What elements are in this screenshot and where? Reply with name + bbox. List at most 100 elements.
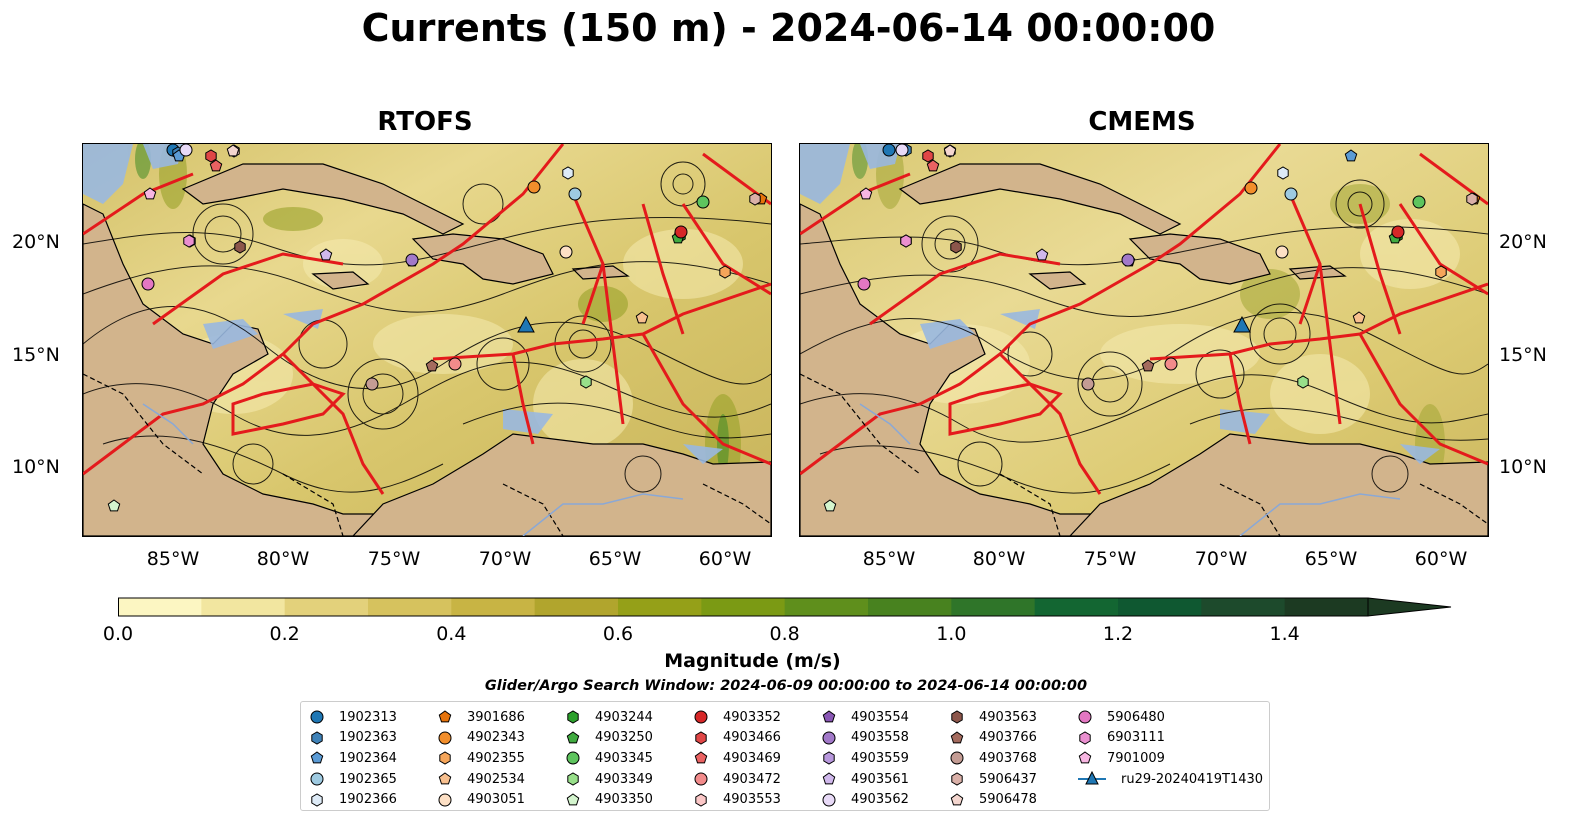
legend-label: 4903766 [979, 730, 1037, 746]
legend-marker-icon [567, 772, 579, 786]
legend-label: 4902355 [467, 750, 525, 766]
legend-item: 4903349 [565, 769, 693, 790]
legend-marker-icon [950, 751, 964, 765]
legend-marker-icon [951, 772, 963, 786]
legend-label: ru29-20240419T1430 [1121, 771, 1264, 787]
legend-item: 4903554 [821, 707, 949, 728]
lat-label-10n-right: 10°N [1499, 456, 1547, 478]
lat-label-15n-right: 15°N [1499, 344, 1547, 366]
colorbar-segment [784, 598, 869, 616]
legend-item: 4903553 [693, 789, 821, 810]
figure-title: Currents (150 m) - 2024-06-14 00:00:00 [361, 6, 1216, 50]
legend-item: 4903352 [693, 707, 821, 728]
legend-marker-icon [695, 731, 707, 745]
lon-label-80w-right: 80°W [972, 548, 1026, 570]
legend-label: 4903553 [723, 792, 781, 808]
legend-item: 4903466 [693, 728, 821, 749]
legend-marker-icon [439, 751, 451, 766]
colorbar-tick-label: 0.0 [102, 623, 134, 645]
colorbar-segment [868, 598, 952, 616]
legend-label: 7901009 [1107, 750, 1165, 766]
map-panel-cmems[interactable] [799, 143, 1489, 537]
colorbar-tick-label: 0.4 [436, 623, 467, 645]
map-title-cmems: CMEMS [1088, 107, 1196, 137]
legend-label: 1902364 [339, 750, 397, 766]
colorbar-label: Magnitude (m/s) [664, 650, 841, 672]
legend-marker-icon [1079, 731, 1091, 745]
colorbar-tick-label: 0.6 [602, 623, 634, 645]
legend-item: 4903563 [949, 707, 1077, 728]
colorbar-segment [701, 598, 786, 616]
colorbar-tick-label: 0.2 [269, 623, 300, 645]
colorbar-segment [284, 598, 369, 616]
legend-marker-icon [823, 751, 835, 766]
float-legend: 1902313 1902363 1902364 1902365 1902366 39016… [300, 701, 1270, 811]
legend-label: 4903472 [723, 771, 781, 787]
lon-label-70w-left: 70°W [478, 548, 532, 570]
legend-marker-icon [822, 731, 836, 745]
legend-item: 7901009 [1077, 748, 1247, 769]
legend-item: 3901686 [437, 707, 565, 728]
lat-label-20n-right: 20°N [1499, 231, 1547, 253]
legend-label: 4903250 [595, 730, 653, 746]
legend-marker-icon [695, 793, 707, 807]
colorbar-tick-label: 0.8 [769, 623, 800, 645]
legend-item: 4902343 [437, 728, 565, 749]
map-rtofs [83, 144, 771, 536]
legend-label: 4903244 [595, 709, 653, 725]
legend-label: 4903350 [595, 792, 653, 808]
colorbar-extend-arrow [1367, 597, 1452, 617]
legend-label: 1902365 [339, 771, 397, 787]
legend-label: 4902343 [467, 730, 525, 746]
map-cmems [800, 144, 1488, 536]
legend-item: 4903768 [949, 748, 1077, 769]
legend-label: 4903558 [851, 730, 909, 746]
colorbar-segment [201, 598, 286, 616]
legend-marker-icon [1078, 710, 1092, 724]
legend-marker-icon [694, 710, 708, 724]
lat-label-20n-left: 20°N [12, 231, 60, 253]
legend-marker-icon [951, 710, 963, 724]
legend-marker-icon [310, 772, 324, 786]
legend-label: 4903561 [851, 771, 909, 787]
legend-marker-icon [438, 772, 452, 785]
legend-marker-icon [566, 751, 580, 765]
legend-item: ru29-20240419T1430 [1077, 769, 1263, 790]
map-title-rtofs: RTOFS [377, 107, 473, 137]
legend-item: 4902534 [437, 769, 565, 790]
legend-label: 4903466 [723, 730, 781, 746]
legend-item: 5906480 [1077, 707, 1247, 728]
legend-marker-icon [311, 731, 323, 745]
legend-item: 4903558 [821, 728, 949, 749]
colorbar-tick-label: 1.0 [936, 623, 967, 645]
legend-marker-icon [438, 793, 452, 807]
legend-label: 4903469 [723, 750, 781, 766]
lon-label-85w-left: 85°W [146, 548, 200, 570]
lon-label-75w-left: 75°W [367, 548, 421, 570]
legend-label: 4903554 [851, 709, 909, 725]
legend-item: 1902366 [309, 789, 437, 810]
lat-label-15n-left: 15°N [12, 344, 60, 366]
legend-label: 5906437 [979, 771, 1037, 787]
legend-marker-icon [1078, 751, 1092, 764]
colorbar-segment [1284, 598, 1369, 616]
legend-item: 1902364 [309, 748, 437, 769]
colorbar [118, 597, 1452, 617]
colorbar-segment [1118, 598, 1202, 616]
legend-marker-icon [438, 731, 452, 745]
legend-marker-icon [694, 772, 708, 786]
legend-marker-icon [566, 793, 580, 806]
legend-item: 4903345 [565, 748, 693, 769]
lon-label-85w-right: 85°W [862, 548, 916, 570]
colorbar-segment [1201, 598, 1286, 616]
legend-item: 4903561 [821, 769, 949, 790]
legend-marker-icon [438, 710, 452, 723]
legend-label: 4903051 [467, 792, 525, 808]
legend-label: 1902366 [339, 792, 397, 808]
legend-item: 4903562 [821, 789, 949, 810]
legend-item: 4903559 [821, 748, 949, 769]
legend-label: 4903563 [979, 709, 1037, 725]
lon-label-60w-left: 60°W [698, 548, 752, 570]
map-panel-rtofs[interactable] [82, 143, 772, 537]
colorbar-segment [618, 598, 702, 616]
